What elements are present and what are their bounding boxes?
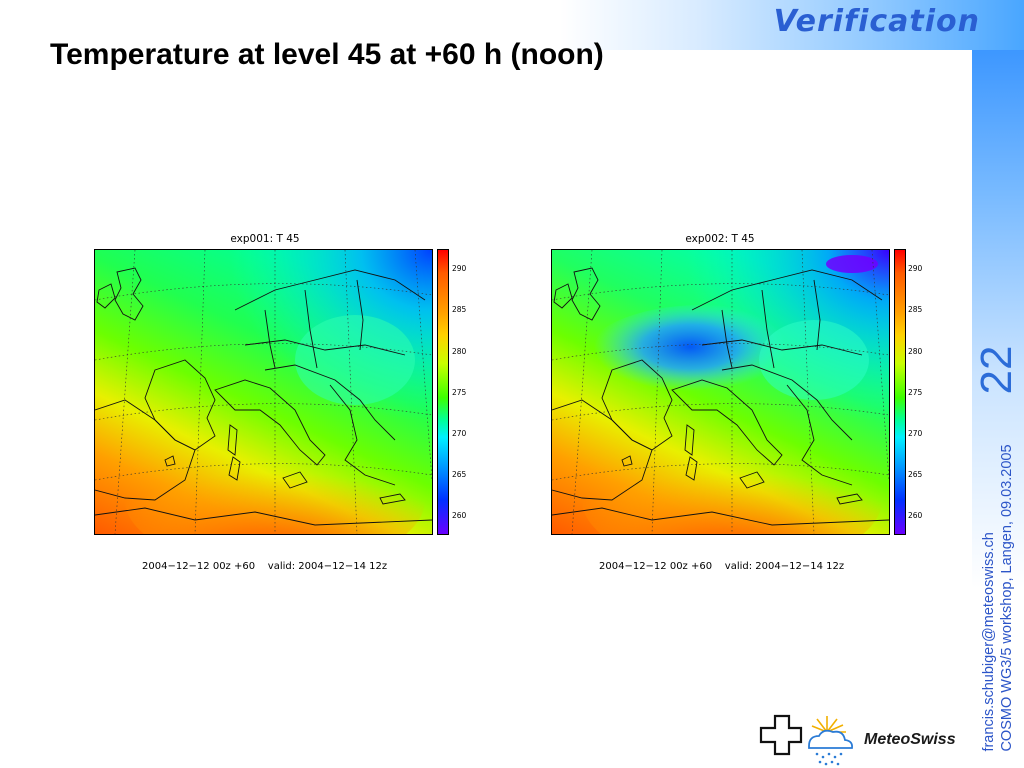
panel-1-colorbar bbox=[437, 249, 449, 535]
author-email: francis.schubiger@meteoswiss.ch bbox=[981, 532, 997, 752]
panel-1-tick-285: 285 bbox=[452, 305, 467, 314]
page-number: 22 bbox=[972, 345, 1021, 395]
panel-1-tick-275: 275 bbox=[452, 388, 467, 397]
panel-1-title: exp001: T 45 bbox=[230, 233, 300, 245]
slide-title: Temperature at level 45 at +60 h (noon) bbox=[50, 38, 604, 71]
panel-2-tick-260: 260 bbox=[908, 511, 923, 520]
panel-1-tick-260: 260 bbox=[452, 511, 467, 520]
panel-2-tick-280: 280 bbox=[908, 347, 923, 356]
panel-1-map bbox=[94, 249, 433, 535]
panel-2-tick-270: 270 bbox=[908, 429, 923, 438]
footer-credits: francis.schubiger@meteoswiss.ch COSMO WG… bbox=[980, 444, 1016, 751]
panel-1-caption: 2004−12−12 00z +60 valid: 2004−12−14 12z bbox=[142, 561, 388, 572]
right-side-band bbox=[972, 50, 1024, 768]
event-info: COSMO WG3/5 workshop, Langen, 09.03.2005 bbox=[999, 444, 1015, 752]
panel-1-tick-290: 290 bbox=[452, 264, 467, 273]
panel-2-tick-285: 285 bbox=[908, 305, 923, 314]
panel-2-caption: 2004−12−12 00z +60 valid: 2004−12−14 12z bbox=[599, 561, 845, 572]
panel-1-map-image bbox=[95, 250, 432, 534]
panel-2-map-image bbox=[552, 250, 889, 534]
panel-1-tick-265: 265 bbox=[452, 470, 467, 479]
header-band: Verification bbox=[560, 0, 1024, 50]
meteoswiss-logo-icon bbox=[759, 714, 854, 766]
panel-2-map bbox=[551, 249, 890, 535]
panel-2-colorbar bbox=[894, 249, 906, 535]
panel-2-title: exp002: T 45 bbox=[685, 233, 755, 245]
panel-2-tick-290: 290 bbox=[908, 264, 923, 273]
section-label: Verification bbox=[773, 4, 980, 39]
panel-2-tick-265: 265 bbox=[908, 470, 923, 479]
panel-1-tick-280: 280 bbox=[452, 347, 467, 356]
logo-wordmark: MeteoSwiss bbox=[864, 731, 956, 748]
panel-2-tick-275: 275 bbox=[908, 388, 923, 397]
panel-1-tick-270: 270 bbox=[452, 429, 467, 438]
